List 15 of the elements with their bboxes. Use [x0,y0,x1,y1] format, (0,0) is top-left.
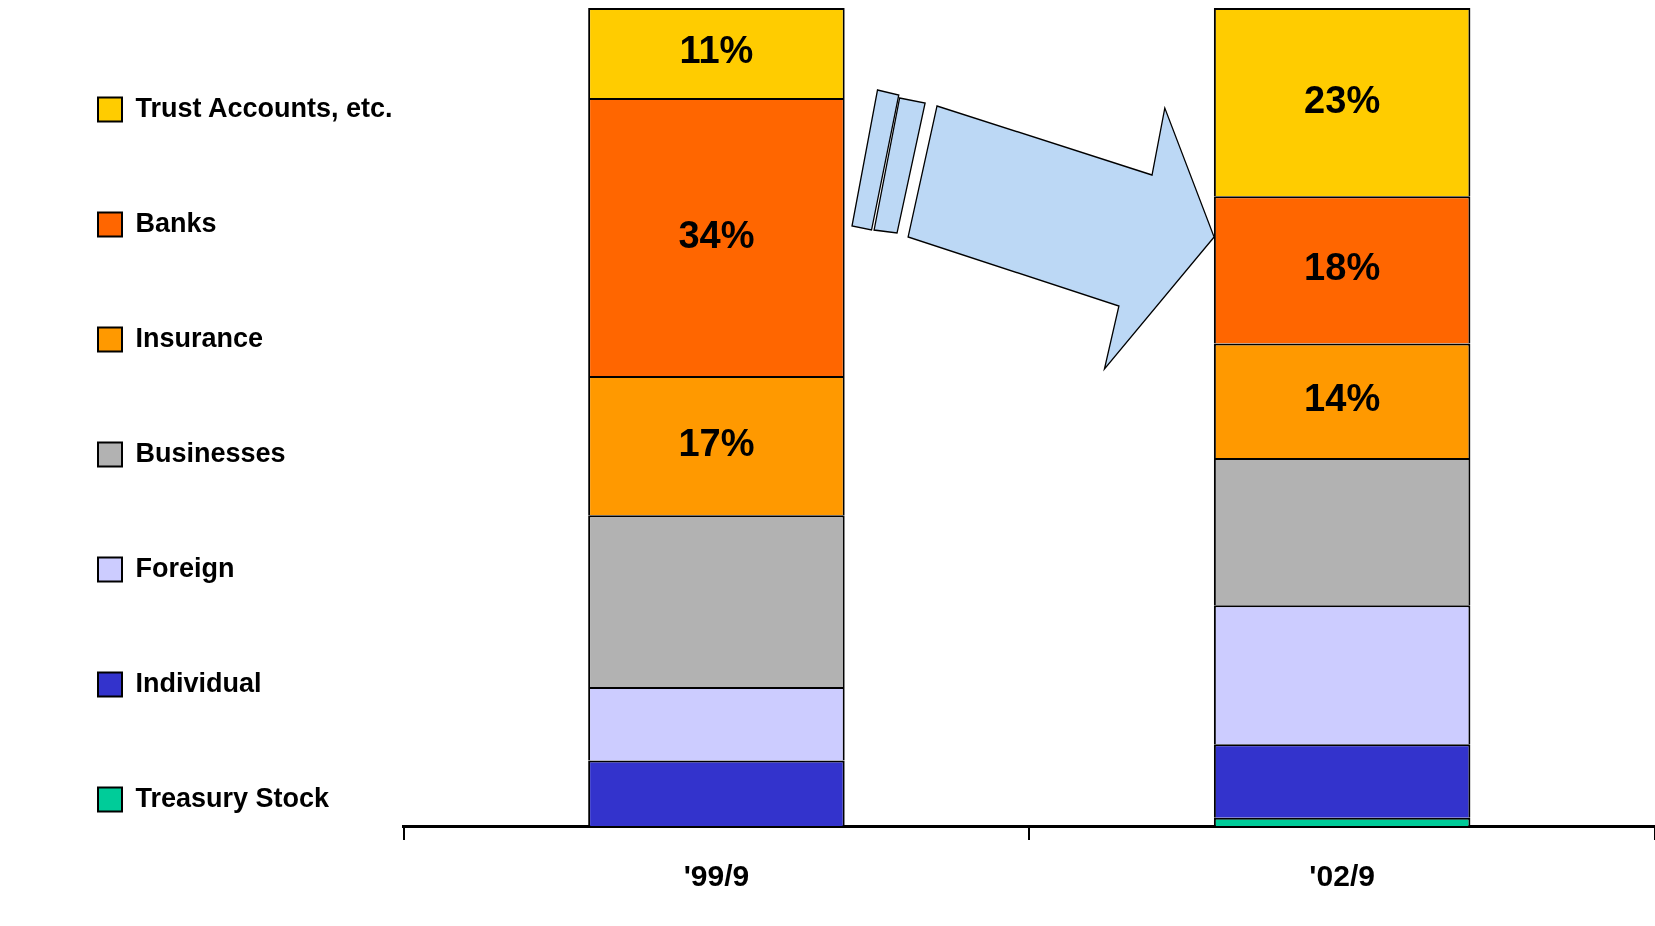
data-label: 23% [1304,78,1381,121]
legend-label: Foreign [135,552,235,583]
data-label: 11% [679,29,754,72]
legend-label: Banks [135,207,217,238]
data-label: 17% [678,422,755,465]
data-label: 34% [678,213,755,256]
legend-label: Insurance [135,322,264,353]
legend-label: Individual [135,667,262,698]
x-tick-label: '99/9 [683,859,750,893]
legend-label: Businesses [135,437,286,468]
x-tick-label: '02/9 [1309,859,1375,893]
data-label: 18% [1304,246,1381,289]
legend-label: Treasury Stock [135,782,331,813]
legend-label: Trust Accounts, etc. [135,92,393,123]
data-label: 14% [1304,377,1381,420]
